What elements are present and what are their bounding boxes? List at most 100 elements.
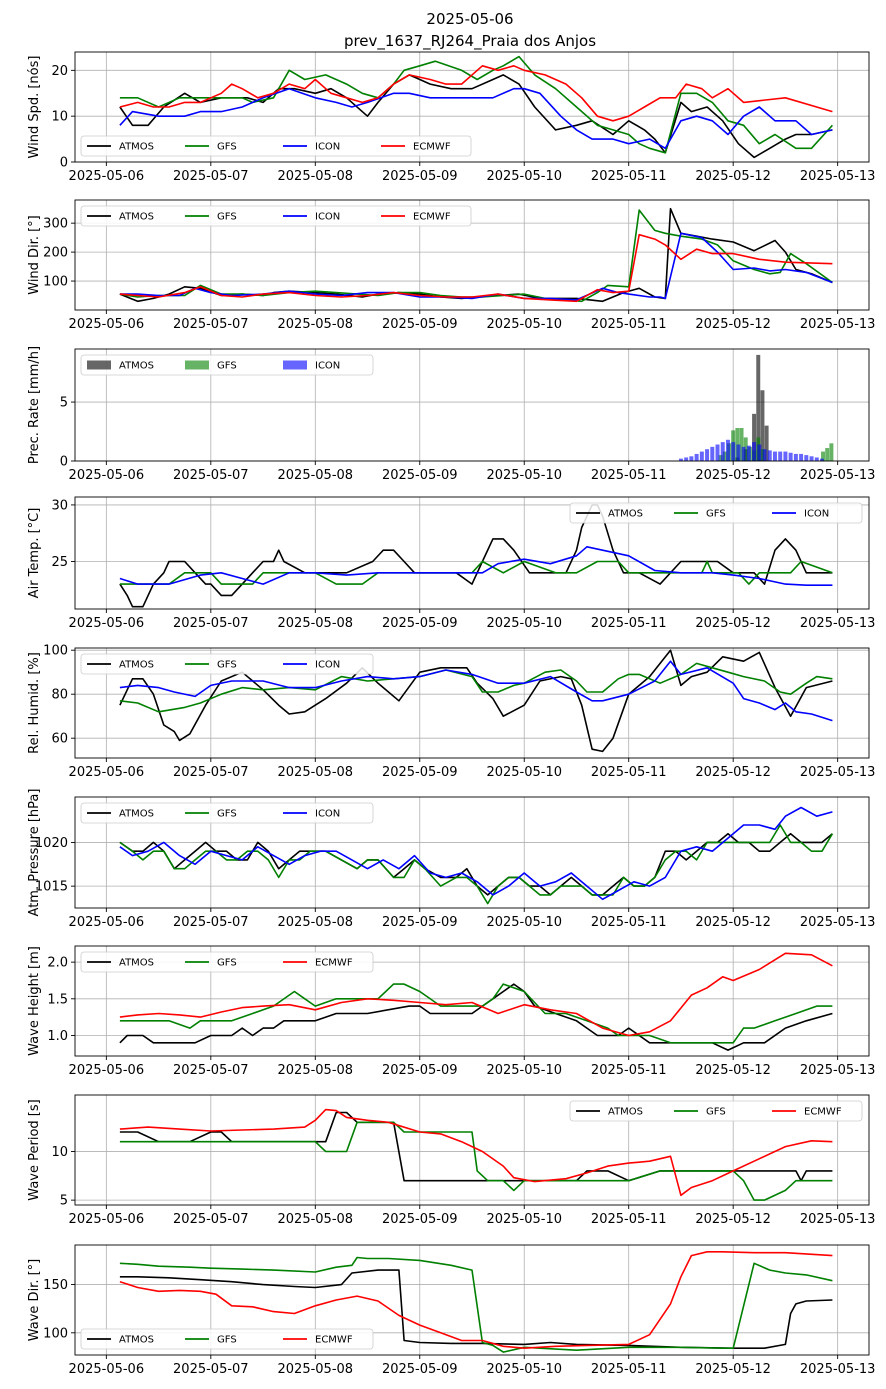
x-tick-label: 2025-05-11	[591, 1362, 667, 1377]
legend-box	[569, 1100, 863, 1122]
figure-title-station: prev_1637_RJ264_Praia dos Anjos	[344, 32, 596, 51]
bar-gfs	[718, 455, 723, 461]
x-tick-label: 2025-05-13	[800, 1212, 876, 1227]
bar-icon	[757, 444, 762, 461]
y-axis-label: Wave Height [m]	[27, 946, 42, 1056]
legend-box	[80, 135, 472, 157]
x-tick-label: 2025-05-12	[695, 765, 771, 780]
panel-5: 2025-05-06 2025-05-07 2025-05-08 2025-05-09…	[27, 644, 875, 780]
y-tick-label: 30	[51, 498, 68, 513]
panel-4: 2025-05-06 2025-05-07 2025-05-08 2025-05-09…	[27, 496, 875, 631]
x-tick-label: 2025-05-08	[278, 616, 354, 631]
series-line-ecmwf	[119, 952, 833, 1037]
bar-atmos	[756, 354, 761, 461]
axes-frame	[74, 51, 870, 163]
series-line-atmos	[119, 74, 833, 159]
x-tick-label: 2025-05-11	[591, 915, 667, 930]
y-tick-label: 60	[51, 732, 68, 747]
legend-swatch-gfs	[185, 360, 209, 370]
legend-swatch-icon	[283, 360, 307, 370]
x-tick-label: 2025-05-08	[278, 1212, 354, 1227]
x-tick-label: 2025-05-06	[69, 1362, 145, 1377]
x-tick-label: 2025-05-07	[173, 1063, 249, 1078]
y-axis-label: Air Temp. [°C]	[27, 508, 42, 599]
axes-frame	[74, 796, 870, 909]
legend-box	[80, 1328, 374, 1350]
x-tick-label: 2025-05-09	[382, 317, 458, 332]
x-tick-label: 2025-05-09	[382, 765, 458, 780]
x-tick-label: 2025-05-09	[382, 915, 458, 930]
bar-icon	[820, 458, 824, 461]
axes-frame	[74, 945, 870, 1057]
bar-icon	[799, 453, 804, 461]
bar-gfs	[760, 449, 765, 461]
legend-box	[80, 205, 472, 227]
legend-label-icon: ICON	[315, 361, 340, 372]
x-tick-label: 2025-05-10	[486, 169, 562, 184]
x-tick-label: 2025-05-09	[382, 616, 458, 631]
legend-label-atmos: ATMOS	[119, 142, 154, 153]
bar-icon	[684, 457, 689, 461]
series-line-icon	[119, 87, 833, 150]
y-tick-label: 1.0	[47, 1029, 68, 1044]
data-layer	[678, 354, 834, 461]
y-tick-label: 100	[43, 275, 68, 290]
bar-gfs	[829, 443, 834, 461]
data-layer	[119, 1251, 833, 1353]
series-line-ecmwf	[119, 65, 833, 122]
x-tick-label: 2025-05-10	[486, 317, 562, 332]
legend-label-icon: ICON	[315, 212, 340, 223]
x-tick-label: 2025-05-07	[173, 1362, 249, 1377]
x-tick-label: 2025-05-12	[695, 317, 771, 332]
bar-gfs	[825, 448, 830, 461]
figure-title-date: 2025-05-06	[426, 10, 513, 28]
legend-swatch-atmos	[87, 360, 111, 370]
bar-icon	[772, 451, 777, 461]
y-tick-label: 25	[51, 555, 68, 570]
panel-1: 2025-05-06 2025-05-07 2025-05-08 2025-05-09…	[27, 51, 875, 184]
y-tick-label: 80	[51, 688, 68, 703]
y-tick-label: 5	[60, 1194, 68, 1209]
bar-gfs	[821, 451, 826, 461]
legend-label-gfs: GFS	[706, 1107, 726, 1118]
legend: ATMOS GFS ICON	[80, 802, 374, 824]
panel-7: 2025-05-06 2025-05-07 2025-05-08 2025-05-09…	[27, 945, 875, 1078]
legend: ATMOS GFS ECMWF	[80, 1328, 374, 1350]
data-layer	[119, 504, 833, 608]
x-tick-label: 2025-05-10	[486, 1063, 562, 1078]
series-line-gfs	[119, 824, 834, 905]
data-layer	[119, 952, 833, 1051]
y-tick-label: 1.5	[47, 992, 68, 1007]
x-tick-label: 2025-05-08	[278, 317, 354, 332]
legend-box	[80, 951, 374, 973]
x-tick-label: 2025-05-12	[695, 468, 771, 483]
y-axis-label: Wave Period [s]	[27, 1099, 42, 1200]
legend-label-gfs: GFS	[217, 958, 237, 969]
series-line-icon	[119, 232, 833, 301]
x-tick-label: 2025-05-08	[278, 1063, 354, 1078]
x-tick-label: 2025-05-13	[800, 915, 876, 930]
bar-gfs	[722, 451, 727, 461]
panel-3: 2025-05-06 2025-05-07 2025-05-08 2025-05-09…	[27, 346, 875, 483]
axes-frame	[74, 496, 870, 610]
bar-icon	[804, 455, 809, 461]
series-line-gfs	[119, 1121, 833, 1201]
legend-label-ecmwf: ECMWF	[315, 958, 353, 969]
x-tick-label: 2025-05-08	[278, 169, 354, 184]
x-tick-label: 2025-05-09	[382, 1063, 458, 1078]
x-tick-label: 2025-05-08	[278, 765, 354, 780]
bar-icon	[736, 444, 741, 461]
bar-icon	[783, 451, 788, 461]
y-tick-label: 100	[43, 1326, 68, 1341]
x-tick-label: 2025-05-11	[591, 468, 667, 483]
y-tick-label: 0	[60, 156, 68, 171]
bar-icon	[746, 445, 751, 461]
x-tick-label: 2025-05-12	[695, 915, 771, 930]
bar-icon	[689, 456, 694, 461]
legend-label-icon: ICON	[315, 660, 340, 671]
legend: ATMOS GFS ICON ECMWF	[80, 135, 472, 157]
x-tick-label: 2025-05-07	[173, 616, 249, 631]
data-layer	[119, 1108, 833, 1201]
x-tick-label: 2025-05-07	[173, 915, 249, 930]
